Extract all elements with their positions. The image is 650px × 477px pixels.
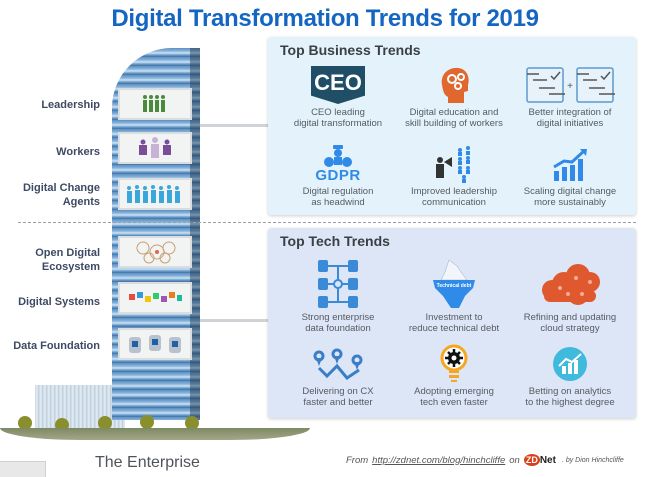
leadership-group-icon — [143, 95, 165, 112]
screen-change-agents — [118, 178, 192, 210]
label-open-digital-ecosystem: Open Digital Ecosystem — [35, 247, 100, 273]
checklist-plus-icon: + — [526, 67, 615, 103]
crowd-icon — [127, 185, 180, 203]
gdpr-text: GDPR — [315, 166, 361, 184]
trend-digital-regulation: GDPR Digital regulation as headwind — [278, 144, 398, 208]
tech-trends-title: Top Tech Trends — [280, 233, 390, 249]
route-pins-icon — [313, 348, 363, 380]
analytics-circle-icon — [553, 347, 587, 381]
network-icon — [136, 241, 176, 264]
workers-group-icon — [139, 137, 171, 158]
trend-cloud-strategy: Refining and updating cloud strategy — [510, 258, 630, 334]
trend-technical-debt: Technical debt Investment to reduce techn… — [394, 258, 514, 334]
growth-chart-icon — [553, 149, 587, 181]
page-title: Digital Transformation Trends for 2019 — [111, 5, 539, 32]
lightbulb-gear-icon — [440, 344, 468, 382]
connected-databases-icon — [318, 260, 358, 308]
megaphone-audience-icon — [436, 146, 470, 183]
ceo-badge-icon: CEO — [311, 66, 365, 104]
ground — [0, 428, 310, 440]
trend-ceo-leading: CEO CEO leading digital transformation — [278, 65, 398, 129]
trend-digital-education: Digital education and skill building of w… — [394, 65, 514, 129]
clouds-icon — [542, 264, 600, 305]
business-trends-panel: Top Business Trends CEO CEO leading digit… — [268, 37, 636, 215]
trend-analytics: Betting on analytics to the highest degre… — [510, 344, 630, 408]
connector-business — [200, 124, 268, 127]
section-divider — [18, 222, 636, 223]
label-digital-change-agents: Digital Change Agents — [22, 182, 100, 208]
trend-data-foundation: Strong enterprise data foundation — [278, 258, 398, 334]
screen-leadership — [118, 88, 192, 120]
source-link[interactable]: http://zdnet.com/blog/hinchcliffe — [372, 454, 506, 466]
tree-icon — [140, 415, 154, 429]
apps-collage-icon — [129, 292, 182, 302]
screen-digital-systems — [118, 282, 192, 314]
tree-icon — [185, 416, 199, 430]
svg-text:Technical debt: Technical debt — [437, 283, 472, 289]
screen-ecosystem — [118, 236, 192, 268]
enterprise-caption: The Enterprise — [95, 454, 200, 471]
label-data-foundation: Data Foundation — [13, 340, 100, 352]
trend-better-integration: + Better integration of digital initiativ… — [510, 65, 630, 129]
trend-leadership-communication: Improved leadership communication — [394, 144, 514, 208]
corner-tab — [0, 461, 46, 477]
svg-text:+: + — [567, 81, 573, 92]
gdpr-officer-icon — [324, 144, 352, 167]
connector-tech — [200, 319, 268, 322]
label-workers: Workers — [56, 146, 100, 158]
source-credit: From http://zdnet.com/blog/hinchcliffe o… — [346, 454, 624, 466]
business-trends-title: Top Business Trends — [280, 42, 421, 58]
screen-data-foundation — [118, 328, 192, 360]
tech-trends-panel: Top Tech Trends Strong enterprise data fo… — [268, 228, 636, 418]
tree-icon — [18, 416, 32, 430]
iceberg-icon: Technical debt — [433, 259, 475, 308]
label-digital-systems: Digital Systems — [18, 296, 100, 308]
trend-scaling-change: Scaling digital change more sustainably — [510, 144, 630, 208]
head-gears-icon — [441, 67, 469, 103]
database-icon — [129, 335, 181, 353]
trend-cx-delivery: Delivering on CX faster and better — [278, 344, 398, 408]
tree-icon — [98, 416, 112, 430]
trend-emerging-tech: Adopting emerging tech even faster — [394, 344, 514, 408]
screen-workers — [118, 132, 192, 164]
label-leadership: Leadership — [41, 99, 100, 111]
zdnet-logo: ZD Net — [523, 454, 556, 466]
